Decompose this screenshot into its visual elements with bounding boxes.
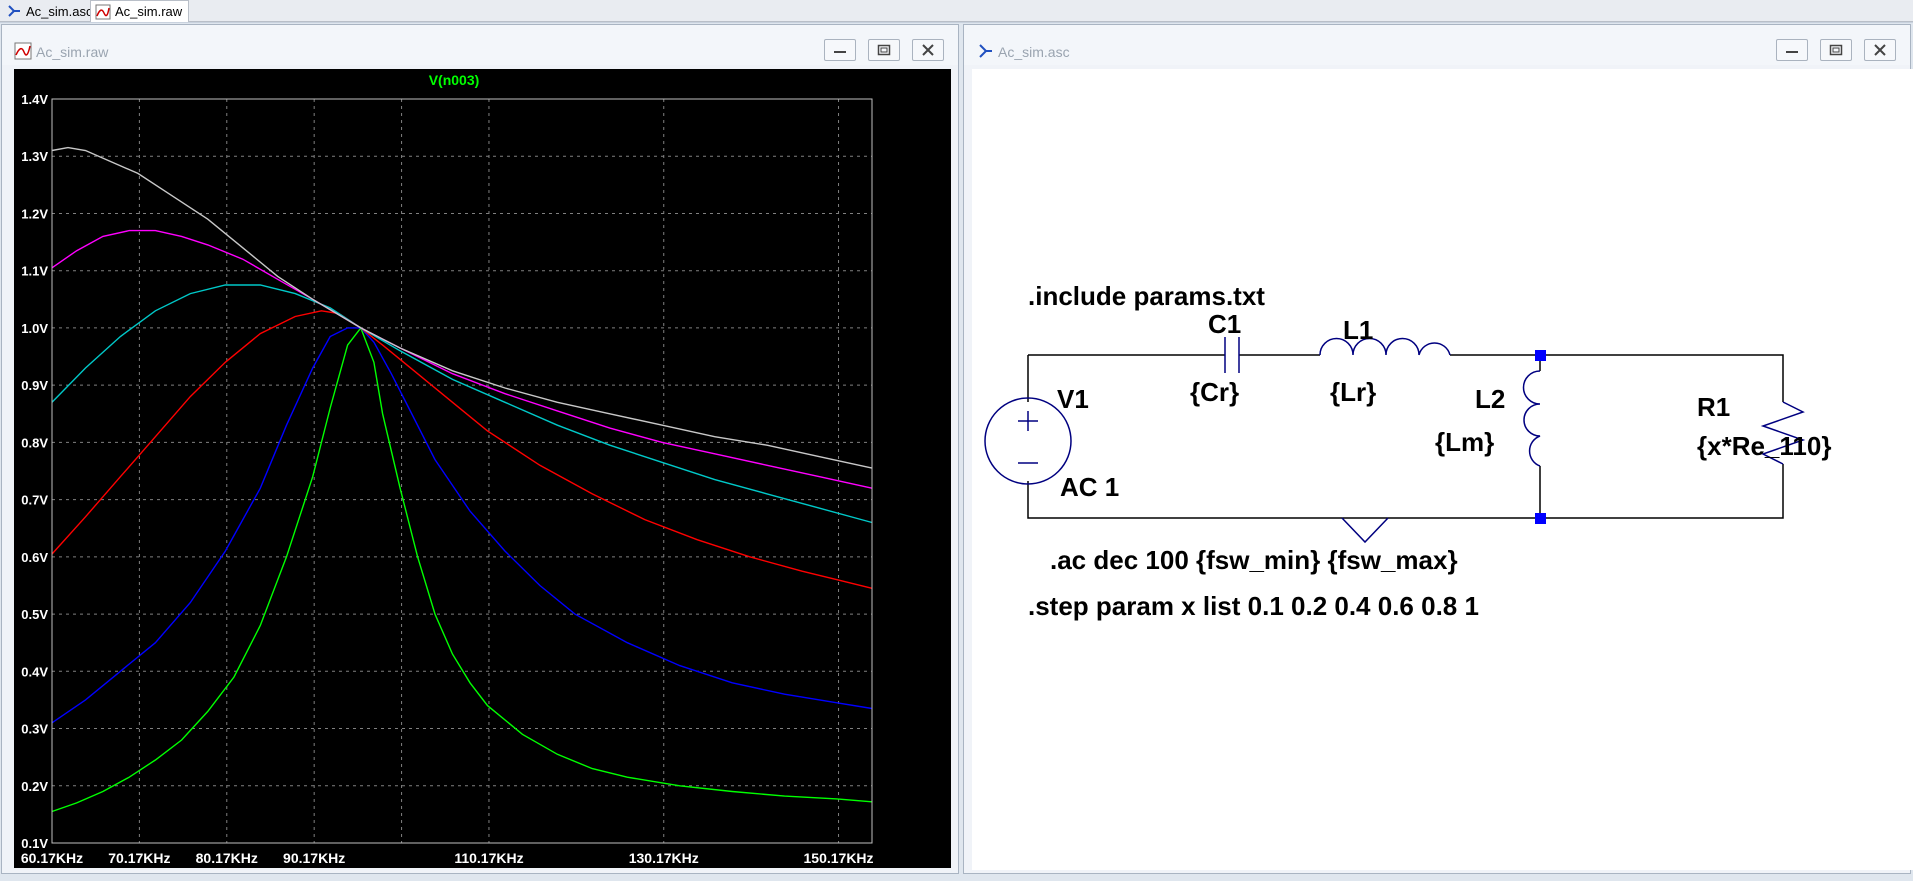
v1-name-label[interactable]: V1 — [1057, 384, 1089, 414]
ground-icon[interactable] — [1341, 517, 1389, 544]
tab-ac-sim-raw[interactable]: Ac_sim.raw — [90, 0, 190, 22]
y-tick-label: 1.2V — [21, 206, 48, 221]
c1-name-label[interactable]: C1 — [1208, 309, 1241, 339]
tab-ac-sim-asc[interactable]: Ac_sim.asc — [2, 0, 98, 22]
y-tick-label: 1.1V — [21, 264, 48, 279]
x-tick-label: 150.17KHz — [804, 850, 874, 866]
waveform-plot-pane[interactable]: 1.4V 1.3V 1.2V 1.1V 1.0V 0.9V 0.8V 0.7V 0.6V 0.5V… — [14, 69, 951, 868]
x-tick-label: 70.17KHz — [108, 850, 170, 866]
y-tick-label: 0.3V — [21, 722, 48, 737]
inductor-l1[interactable] — [1319, 337, 1451, 356]
trace-line[interactable] — [51, 326, 873, 813]
y-tick-label: 0.6V — [21, 550, 48, 565]
restore-button[interactable] — [868, 39, 900, 61]
close-button[interactable] — [912, 39, 944, 61]
schematic-icon — [6, 3, 22, 19]
y-tick-label: 0.9V — [21, 378, 48, 393]
waveform-window-titlebar[interactable]: Ac_sim.raw — [2, 25, 958, 65]
y-tick-label: 0.5V — [21, 607, 48, 622]
restore-icon — [1829, 44, 1843, 56]
y-tick-label: 1.0V — [21, 321, 48, 336]
minimize-button[interactable] — [824, 39, 856, 61]
document-tab-bar: Ac_sim.asc Ac_sim.raw — [0, 0, 1913, 22]
r1-name-label[interactable]: R1 — [1697, 392, 1730, 422]
y-tick-label: 0.7V — [21, 493, 48, 508]
resistor-r1[interactable] — [1760, 401, 1806, 465]
r1-value-label[interactable]: {x*Re_110} — [1697, 431, 1831, 461]
close-button[interactable] — [1864, 39, 1896, 61]
trace-line[interactable] — [51, 229, 873, 489]
y-tick-label: 0.2V — [21, 779, 48, 794]
y-tick-label: 0.4V — [21, 664, 48, 679]
mdi-workspace: Ac_sim.raw 1.4V 1.3V 1.2V 1.1V 1.0V 0.9V 0.8V 0… — [0, 23, 1913, 881]
chart-title[interactable]: V(n003) — [429, 72, 480, 88]
tab-label: Ac_sim.raw — [115, 4, 183, 19]
waveform-icon — [95, 4, 111, 20]
inductor-l2[interactable] — [1522, 370, 1541, 467]
c1-value-label[interactable]: {Cr} — [1190, 377, 1239, 407]
y-tick-label: 0.1V — [21, 836, 48, 851]
waveform-icon — [14, 42, 32, 60]
ac-directive[interactable]: .ac dec 100 {fsw_min} {fsw_max} — [1050, 545, 1458, 575]
restore-icon — [877, 44, 891, 56]
schematic-window-titlebar[interactable]: Ac_sim.asc — [964, 25, 1910, 65]
l1-value-label[interactable]: {Lr} — [1330, 377, 1376, 407]
plot-frame — [51, 98, 873, 844]
minimize-icon — [1786, 51, 1798, 53]
l2-name-label[interactable]: L2 — [1475, 384, 1505, 414]
waveform-window[interactable]: Ac_sim.raw 1.4V 1.3V 1.2V 1.1V 1.0V 0.9V 0.8V 0… — [1, 24, 959, 874]
y-tick-label: 1.4V — [21, 92, 48, 107]
capacitor-c1[interactable] — [1224, 337, 1240, 373]
tab-label: Ac_sim.asc — [26, 3, 93, 19]
schematic-window[interactable]: Ac_sim.asc — [963, 24, 1913, 874]
restore-button[interactable] — [1820, 39, 1852, 61]
junction-node — [1535, 350, 1546, 361]
close-icon — [1874, 44, 1886, 56]
step-directive[interactable]: .step param x list 0.1 0.2 0.4 0.6 0.8 1 — [1028, 591, 1479, 621]
junction-node — [1535, 513, 1546, 524]
x-tick-label: 90.17KHz — [283, 850, 345, 866]
schematic-drawing[interactable]: .include params.txt C1 {Cr} L1 {Lr} L2 {… — [972, 69, 1913, 870]
close-icon — [922, 44, 934, 56]
y-tick-label: 1.3V — [21, 149, 48, 164]
trace-line[interactable] — [51, 327, 873, 724]
schematic-icon — [976, 42, 994, 60]
include-directive[interactable]: .include params.txt — [1028, 281, 1265, 311]
x-tick-label: 110.17KHz — [454, 850, 523, 866]
trace-line[interactable] — [51, 310, 873, 589]
schematic-canvas[interactable]: .include params.txt C1 {Cr} L1 {Lr} L2 {… — [972, 69, 1913, 870]
waveform-chart[interactable]: 1.4V 1.3V 1.2V 1.1V 1.0V 0.9V 0.8V 0.7V 0.6V 0.5V… — [14, 69, 951, 868]
wire-net[interactable] — [1027, 354, 1784, 519]
minimize-icon — [834, 51, 846, 53]
trace-line[interactable] — [51, 146, 873, 469]
minimize-button[interactable] — [1776, 39, 1808, 61]
x-tick-label: 60.17KHz — [21, 850, 83, 866]
l1-name-label[interactable]: L1 — [1343, 315, 1373, 345]
trace-line[interactable] — [51, 284, 873, 524]
window-title: Ac_sim.raw — [36, 44, 109, 60]
x-tick-label: 130.17KHz — [629, 850, 699, 866]
l2-value-label[interactable]: {Lm} — [1435, 427, 1494, 457]
voltage-source-v1[interactable] — [984, 397, 1072, 485]
v1-value-label[interactable]: AC 1 — [1060, 472, 1119, 502]
y-tick-label: 0.8V — [21, 435, 48, 450]
window-title: Ac_sim.asc — [998, 44, 1070, 60]
x-tick-label: 80.17KHz — [196, 850, 258, 866]
